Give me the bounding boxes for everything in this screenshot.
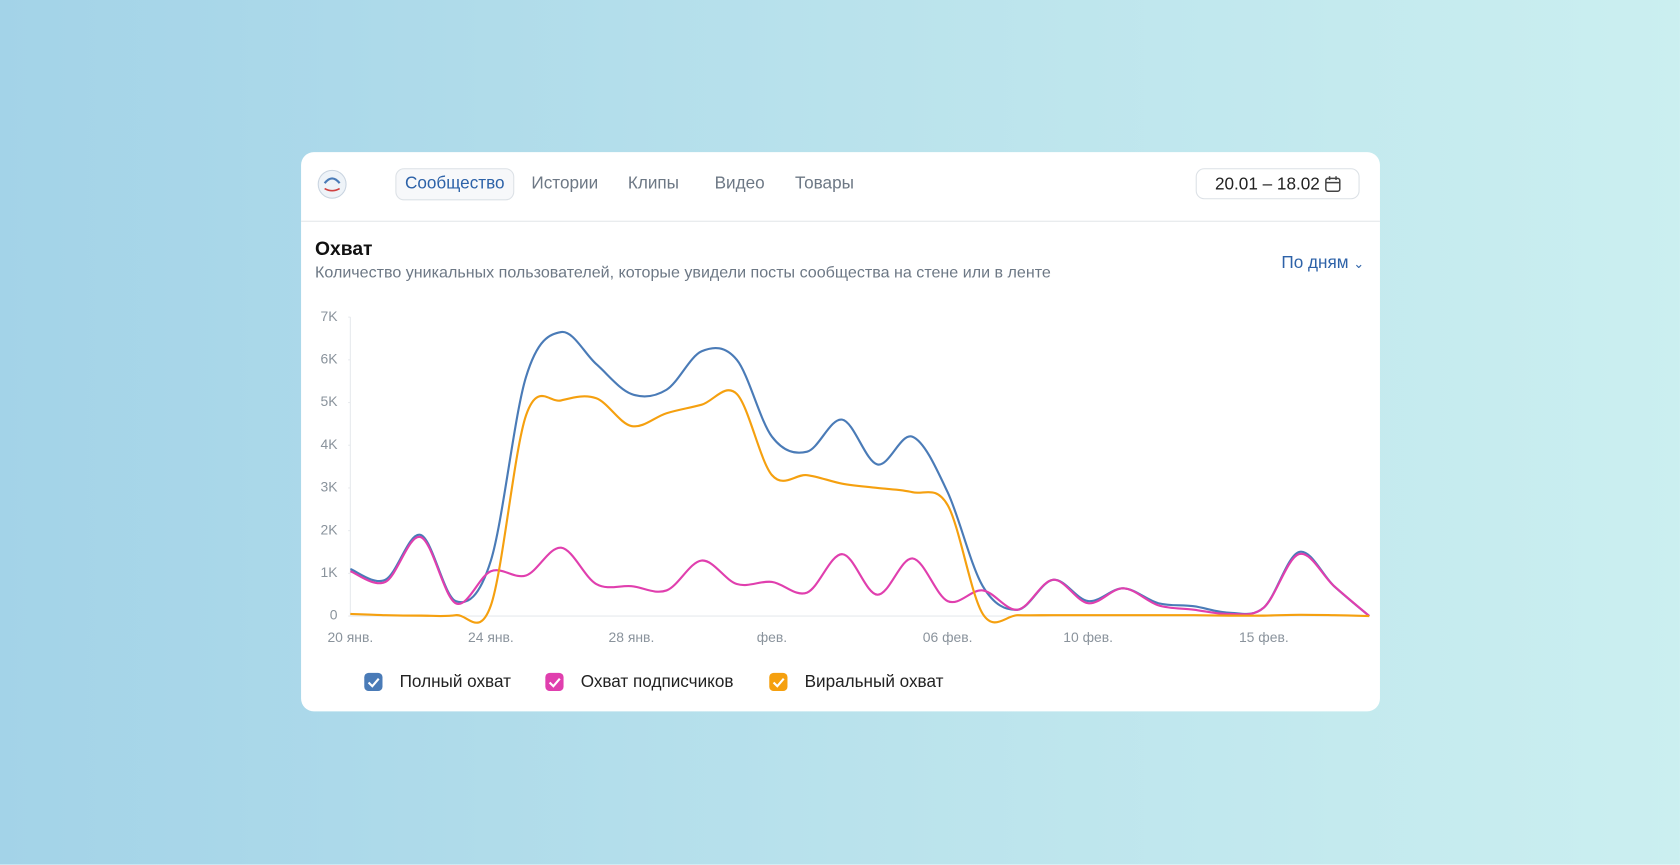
series-line [349, 331, 1370, 617]
legend-label: Охват подписчиков [581, 671, 734, 691]
tab[interactable]: Клипы [627, 174, 680, 193]
legend-label: Полный охват [400, 671, 511, 691]
legend-label: Виральный охват [805, 671, 944, 691]
series-line [350, 389, 1370, 624]
legend-checkbox [769, 672, 788, 692]
x-tick-label: 10 фев. [1063, 629, 1113, 645]
check-mark [548, 678, 561, 688]
y-tick-label: 7K [320, 308, 338, 324]
series-line [349, 535, 1370, 617]
divider [301, 220, 1380, 222]
legend-checkbox [364, 672, 383, 692]
tab[interactable]: Сообщество [395, 168, 515, 201]
card: Сообщество Истории Клипы Видео Товары 20… [301, 152, 1380, 712]
date-range: 20.01 – 18.02 [1214, 175, 1320, 194]
date-picker[interactable]: 20.01 – 18.02 [1195, 168, 1360, 200]
check-mark [772, 678, 785, 688]
calendar-icon [1325, 176, 1341, 192]
x-tick-label: 24 янв. [468, 629, 514, 645]
y-tick-label: 0 [330, 607, 338, 623]
period-label: По дням [1281, 253, 1349, 273]
tab[interactable]: Видео [714, 174, 765, 193]
y-tick-label: 1K [320, 564, 338, 580]
legend-item[interactable]: Охват подписчиков [545, 671, 734, 692]
y-tick-label: 4K [320, 436, 338, 452]
tab[interactable]: Товары [794, 174, 854, 193]
x-tick-label: фев. [757, 629, 787, 645]
legend-item[interactable]: Виральный охват [769, 671, 944, 692]
legend-item[interactable]: Полный охват [364, 671, 511, 692]
y-tick-label: 5K [320, 393, 338, 409]
x-tick-label: 06 фев. [923, 629, 973, 645]
section-subtitle: Количество уникальных пользователей, кот… [314, 263, 1051, 282]
check-mark [367, 678, 380, 688]
period-dropdown[interactable]: По дням ⌄ [1281, 254, 1364, 273]
x-tick-label: 28 янв. [609, 629, 655, 645]
chevron: ⌄ [1353, 256, 1365, 272]
y-tick-label: 3K [320, 479, 338, 495]
section-title: Охват [314, 237, 373, 260]
x-tick-label: 15 фев. [1239, 629, 1289, 645]
x-tick-label: 20 янв. [327, 629, 373, 645]
logo[interactable] [316, 168, 348, 200]
y-tick-label: 6K [320, 351, 338, 367]
tab[interactable]: Истории [531, 174, 599, 193]
legend-checkbox [545, 672, 564, 692]
y-tick-label: 2K [320, 521, 338, 537]
